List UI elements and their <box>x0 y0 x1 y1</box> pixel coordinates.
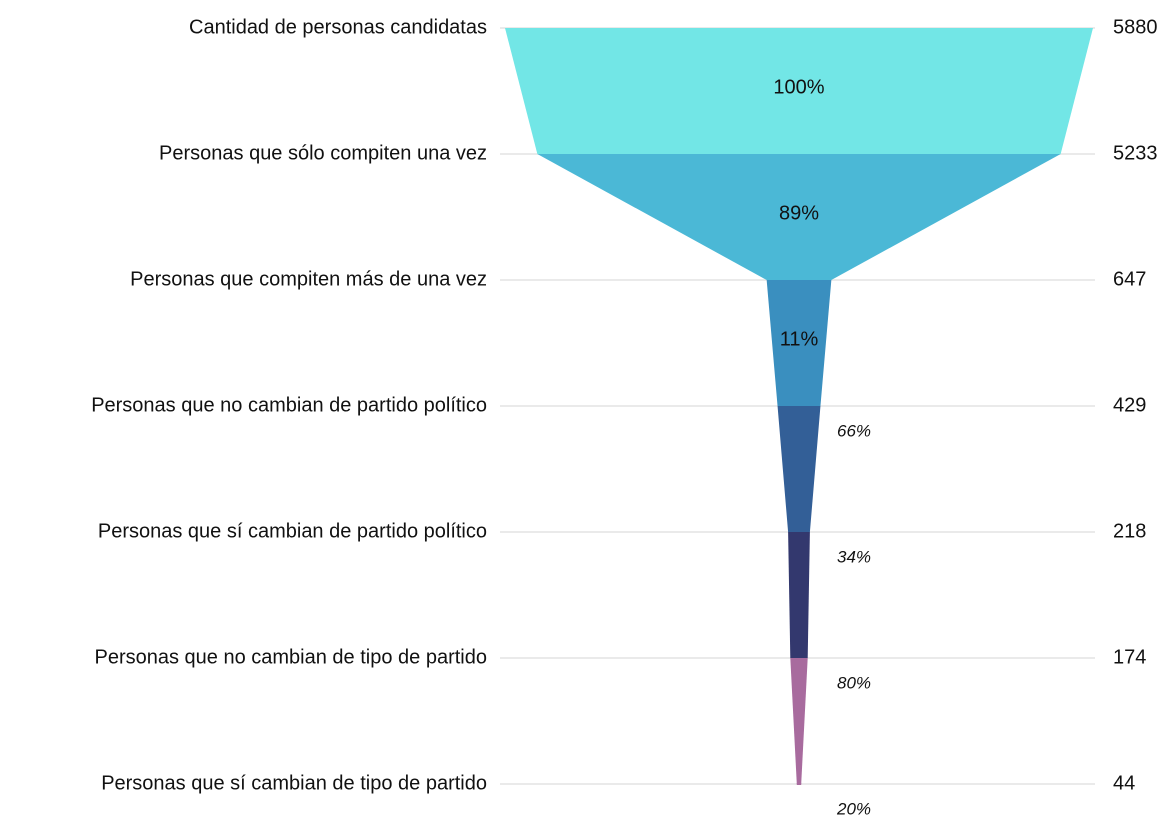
funnel-segment <box>537 154 1061 280</box>
stage-label: Personas que sí cambian de tipo de parti… <box>101 772 487 794</box>
percent-label: 66% <box>837 421 871 440</box>
value-label: 647 <box>1113 268 1146 290</box>
stage-label: Personas que no cambian de tipo de parti… <box>95 646 488 668</box>
value-label: 429 <box>1113 394 1146 416</box>
percent-label: 20% <box>836 799 871 818</box>
stage-label: Personas que sí cambian de partido polít… <box>98 520 487 542</box>
funnel-segment <box>505 28 1093 154</box>
funnel-segment <box>766 280 832 406</box>
value-label: 5233 <box>1113 142 1158 164</box>
funnel-segment <box>777 406 821 532</box>
funnel-segment <box>790 658 808 784</box>
value-label: 5880 <box>1113 16 1158 38</box>
percent-label: 100% <box>773 76 824 98</box>
stage-label: Personas que sólo compiten una vez <box>159 142 487 164</box>
value-label: 174 <box>1113 646 1146 668</box>
percent-label: 80% <box>837 673 871 692</box>
percent-label: 34% <box>837 547 871 566</box>
value-label: 218 <box>1113 520 1146 542</box>
percent-label: 11% <box>780 328 819 350</box>
stage-label: Personas que no cambian de partido polít… <box>91 394 487 416</box>
stage-label: Personas que compiten más de una vez <box>130 268 487 290</box>
stage-label: Cantidad de personas candidatas <box>189 16 487 38</box>
percent-label: 89% <box>779 202 819 224</box>
value-label: 44 <box>1113 772 1135 794</box>
funnel-segment <box>788 532 810 658</box>
